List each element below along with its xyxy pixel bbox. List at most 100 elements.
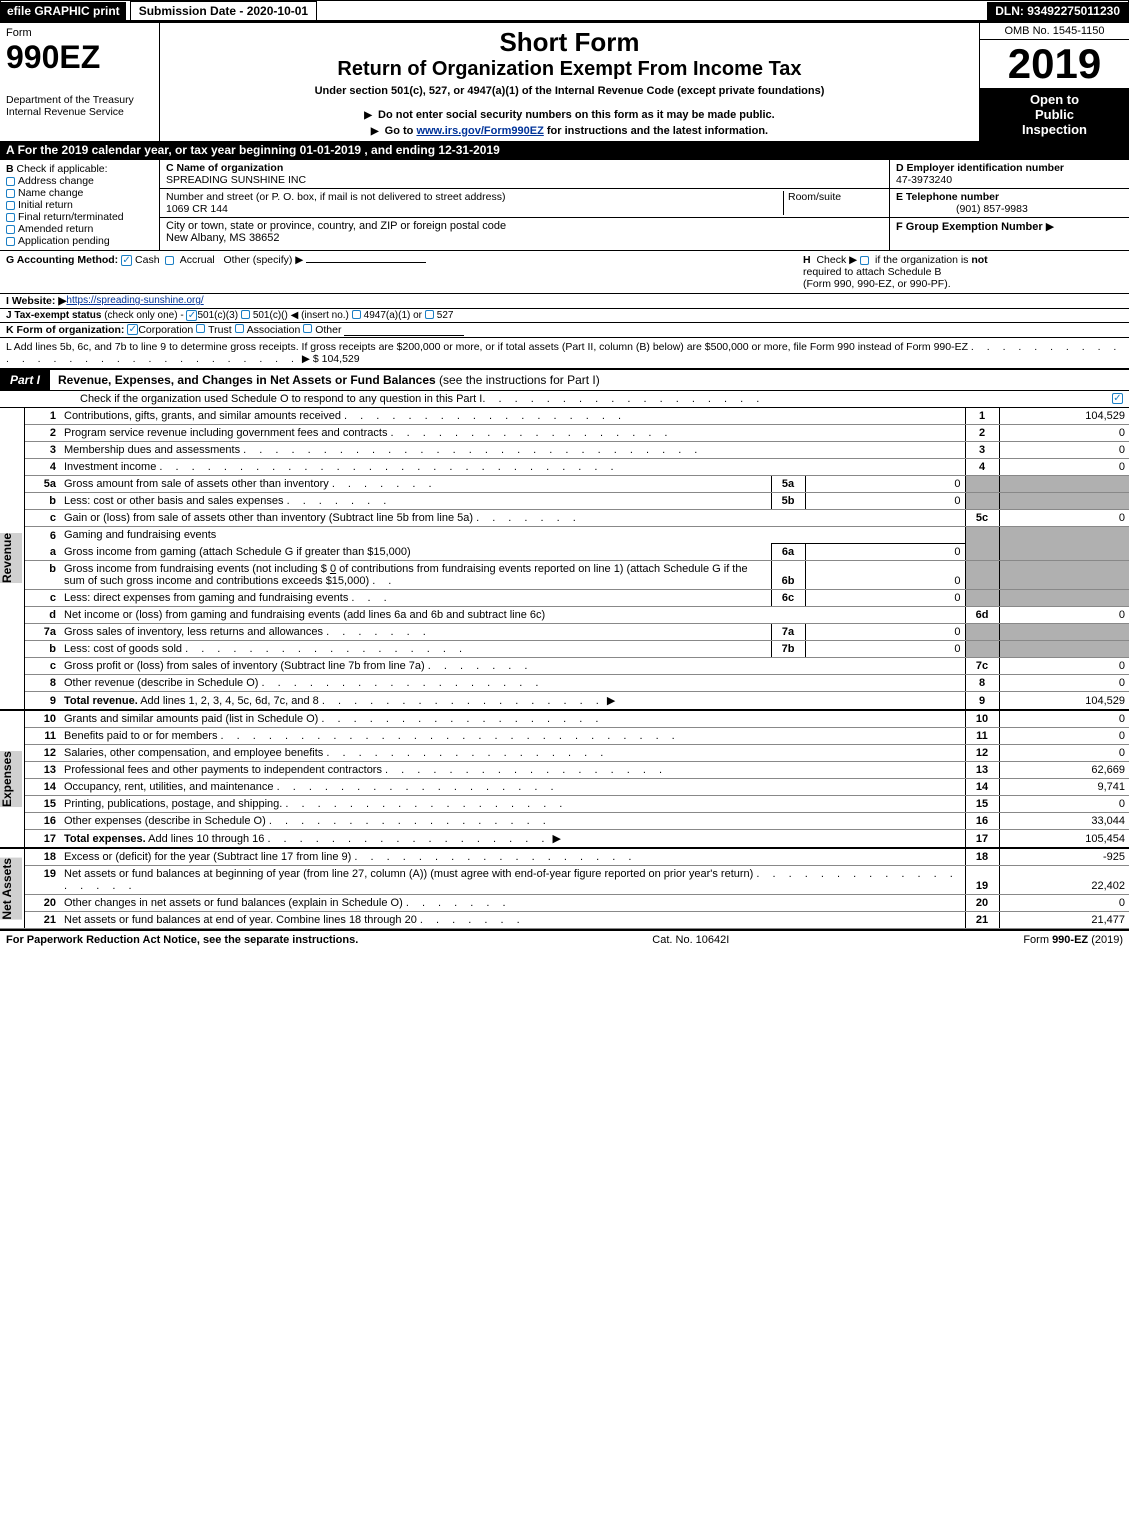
dln-label: DLN: 93492275011230	[987, 2, 1128, 20]
right-num: 3	[965, 442, 999, 459]
checkbox-schedule-o[interactable]: ✓	[1112, 393, 1123, 404]
grey-cell	[999, 493, 1129, 510]
line-label: Add lines 1, 2, 3, 4, 5c, 6d, 7c, and 8	[138, 695, 319, 707]
checkbox-501c3[interactable]: ✓	[186, 310, 197, 321]
section-c: C Name of organization SPREADING SUNSHIN…	[160, 160, 889, 250]
j-opt3: 4947(a)(1) or	[364, 310, 422, 321]
dots: . . . . . . .	[287, 495, 392, 507]
checkbox-4947[interactable]	[352, 310, 361, 319]
dots: . . . . . . . . . . . . . . . . . .	[354, 851, 636, 863]
row-k: K Form of organization: ✓ Corporation Tr…	[0, 322, 1129, 337]
checkbox-527[interactable]	[425, 310, 434, 319]
checkbox-trust[interactable]	[196, 324, 205, 333]
right-val: 9,741	[999, 779, 1129, 796]
right-num: 4	[965, 459, 999, 476]
arrow-icon: ▶	[552, 833, 560, 845]
line-num: 7a	[24, 624, 60, 641]
top-bar: efile GRAPHIC print Submission Date - 20…	[0, 0, 1129, 22]
checkbox-address-change[interactable]	[6, 177, 15, 186]
checkbox-501c[interactable]	[241, 310, 250, 319]
right-val: 0	[999, 425, 1129, 442]
note-goto: Go to	[385, 125, 417, 137]
irs-link[interactable]: www.irs.gov/Form990EZ	[416, 125, 543, 137]
right-val: 0	[999, 442, 1129, 459]
checkbox-schedule-b[interactable]	[860, 256, 869, 265]
checkbox-cash[interactable]: ✓	[121, 255, 132, 266]
public-line3: Inspection	[1022, 122, 1087, 137]
table-row: 4 Investment income . . . . . . . . . . …	[0, 459, 1129, 476]
line-label: Gross income from fundraising events (no…	[64, 563, 330, 575]
grey-cell	[999, 624, 1129, 641]
mid-num: 5b	[771, 493, 805, 510]
line-num: b	[24, 493, 60, 510]
right-val: 0	[999, 745, 1129, 762]
mid-val: 0	[805, 476, 965, 493]
checkbox-application-pending[interactable]	[6, 237, 15, 246]
checkbox-corp[interactable]: ✓	[127, 324, 138, 335]
checkbox-initial-return[interactable]	[6, 201, 15, 210]
website-link[interactable]: https://spreading-sunshine.org/	[66, 295, 203, 307]
line-num: 16	[24, 813, 60, 830]
right-val: 0	[999, 658, 1129, 675]
line-num: c	[24, 510, 60, 527]
grey-cell	[999, 527, 1129, 544]
part1-check-text: Check if the organization used Schedule …	[80, 393, 482, 405]
line-num: 5a	[24, 476, 60, 493]
table-row: 7a Gross sales of inventory, less return…	[0, 624, 1129, 641]
line-label: Add lines 10 through 16	[146, 833, 265, 845]
omb-label: OMB No. 1545-1150	[980, 23, 1129, 40]
line-num: c	[24, 658, 60, 675]
k-label: K Form of organization:	[6, 324, 124, 336]
right-num: 12	[965, 745, 999, 762]
f-label: F Group Exemption Number	[896, 221, 1043, 233]
right-num: 18	[965, 848, 999, 866]
expenses-vert-label: Expenses	[0, 751, 22, 807]
checkbox-k-other[interactable]	[303, 324, 312, 333]
line-label: Program service revenue including govern…	[64, 427, 387, 439]
checkbox-final-return[interactable]	[6, 213, 15, 222]
checkbox-assoc[interactable]	[235, 324, 244, 333]
dept-label: Department of the Treasury	[6, 94, 153, 106]
netassets-vert-label: Net Assets	[0, 858, 22, 920]
dots: . . . . . . .	[476, 512, 581, 524]
room-suite: Room/suite	[783, 191, 883, 215]
h-text1: Check ▶	[816, 254, 857, 266]
dots: . . . . . . .	[326, 626, 431, 638]
part1-check-line: Check if the organization used Schedule …	[0, 391, 1129, 408]
cb-label: Application pending	[18, 235, 110, 247]
line-num: b	[24, 561, 60, 590]
checkbox-name-change[interactable]	[6, 189, 15, 198]
line-num: 17	[24, 830, 60, 849]
line-num: 12	[24, 745, 60, 762]
line-label: Gross income from gaming (attach Schedul…	[60, 544, 771, 561]
line-num: 20	[24, 895, 60, 912]
right-val: -925	[999, 848, 1129, 866]
right-val: 0	[999, 510, 1129, 527]
grey-cell	[965, 544, 999, 561]
checkbox-accrual[interactable]	[165, 256, 174, 265]
right-val: 22,402	[999, 866, 1129, 895]
right-num: 2	[965, 425, 999, 442]
line-num: 21	[24, 912, 60, 929]
k-other-blank[interactable]	[344, 324, 464, 336]
right-num: 15	[965, 796, 999, 813]
dots: . . . . . . .	[420, 914, 525, 926]
grey-cell	[965, 561, 999, 590]
other-blank[interactable]	[306, 262, 426, 263]
table-row: Revenue 1 Contributions, gifts, grants, …	[0, 408, 1129, 425]
org-name: SPREADING SUNSHINE INC	[166, 174, 883, 186]
header-middle: Short Form Return of Organization Exempt…	[160, 23, 979, 141]
grey-cell	[999, 561, 1129, 590]
part1-title: Revenue, Expenses, and Changes in Net As…	[50, 373, 600, 387]
k-trust: Trust	[208, 324, 232, 336]
j-label: J Tax-exempt status	[6, 310, 101, 321]
line-num: 19	[24, 866, 60, 895]
table-row: 17 Total expenses. Add lines 10 through …	[0, 830, 1129, 849]
right-val: 21,477	[999, 912, 1129, 929]
efile-print-button[interactable]: efile GRAPHIC print	[1, 2, 126, 20]
right-val: 0	[999, 675, 1129, 692]
row-l: L Add lines 5b, 6c, and 7b to line 9 to …	[0, 337, 1129, 368]
right-val: 105,454	[999, 830, 1129, 849]
grey-cell	[999, 544, 1129, 561]
checkbox-amended-return[interactable]	[6, 225, 15, 234]
